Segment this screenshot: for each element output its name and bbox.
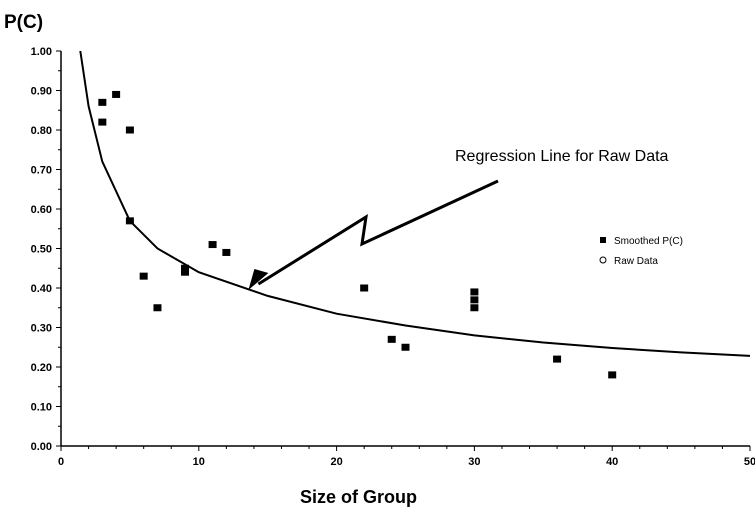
y-axis-ticks: 0.00 0.10 0.20 0.30 0.40 0.50 0.60 0.70 0.80 0.90… [31, 46, 61, 453]
smoothed-pc-point [181, 268, 190, 276]
smoothed-pc-points [98, 90, 617, 379]
smoothed-pc-point [98, 98, 107, 106]
x-tick-label: 20 [330, 456, 342, 468]
smoothed-pc-point [470, 304, 479, 312]
y-tick-label: 0.20 [31, 362, 52, 374]
annotation: Regression Line for Raw Data [248, 148, 669, 290]
y-tick-label: 0.40 [31, 283, 52, 295]
legend-label-raw: Raw Data [614, 256, 658, 267]
smoothed-pc-point [608, 371, 617, 379]
smoothed-pc-point [360, 284, 369, 292]
annotation-arrow-line [257, 179, 499, 286]
x-tick-label: 40 [606, 456, 618, 468]
y-tick-label: 0.00 [31, 441, 52, 453]
x-axis-title: Size of Group [300, 487, 417, 507]
axes [60, 51, 750, 447]
smoothed-pc-point [387, 335, 396, 343]
y-tick-label: 0.60 [31, 204, 52, 216]
legend-label-smoothed: Smoothed P(C) [614, 236, 683, 247]
smoothed-pc-point [98, 118, 107, 126]
x-tick-label: 30 [468, 456, 480, 468]
y-tick-label: 0.10 [31, 402, 52, 414]
legend: Smoothed P(C) Raw Data [599, 236, 683, 267]
y-tick-label: 0.80 [31, 125, 52, 137]
y-tick-label: 0.70 [31, 165, 52, 177]
smoothed-pc-point [153, 304, 162, 312]
x-axis-ticks: 0 10 20 30 40 50 [58, 446, 755, 468]
smoothed-pc-point [125, 126, 134, 134]
y-tick-label: 1.00 [31, 46, 52, 58]
x-tick-label: 50 [744, 456, 755, 468]
legend-circle-marker [599, 256, 607, 264]
x-tick-label: 0 [58, 456, 64, 468]
y-tick-label: 0.50 [31, 244, 52, 256]
regression-line [79, 50, 751, 357]
smoothed-pc-point [470, 296, 479, 304]
y-tick-label: 0.90 [31, 86, 52, 98]
smoothed-pc-point [112, 90, 121, 98]
x-tick-label: 10 [193, 456, 205, 468]
smoothed-pc-point [125, 217, 134, 225]
smoothed-pc-point [553, 355, 562, 363]
smoothed-pc-point [208, 241, 217, 249]
annotation-text: Regression Line for Raw Data [455, 148, 669, 165]
smoothed-pc-point [222, 248, 231, 256]
smoothed-pc-point [470, 288, 479, 296]
y-axis-title: P(C) [4, 12, 44, 33]
smoothed-pc-point [401, 343, 410, 351]
smoothed-pc-point [139, 272, 148, 280]
annotation-arrow-head [248, 268, 269, 290]
smoothed-pc-point [181, 264, 190, 272]
legend-square-marker [600, 237, 606, 243]
y-tick-label: 0.30 [31, 323, 52, 335]
